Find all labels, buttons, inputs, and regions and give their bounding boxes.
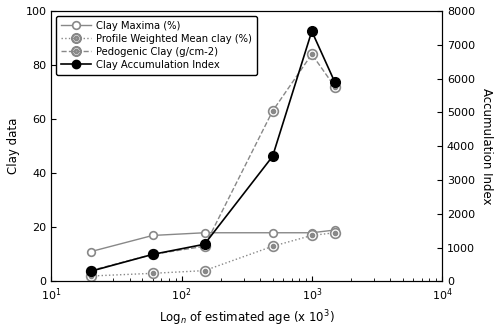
Clay Maxima (%) (88, 250, 94, 254)
Pedogenic Clay (g/cm-2) (150, 252, 156, 256)
Profile Weighted Mean clay (%) (332, 231, 338, 235)
Clay Accumulation Index (150, 252, 156, 256)
Clay Accumulation Index (270, 154, 276, 158)
Clay Accumulation Index (202, 242, 207, 246)
Profile Weighted Mean clay (%) (202, 269, 207, 273)
Line: Clay Maxima (%): Clay Maxima (%) (86, 226, 338, 256)
Clay Maxima (%) (150, 233, 156, 238)
Pedogenic Clay (g/cm-2) (309, 52, 315, 56)
Clay Accumulation Index (332, 80, 338, 84)
Clay Maxima (%) (202, 231, 207, 235)
Clay Maxima (%) (332, 228, 338, 232)
Line: Profile Weighted Mean clay (%): Profile Weighted Mean clay (%) (86, 228, 340, 281)
Pedogenic Clay (g/cm-2) (332, 85, 338, 89)
Profile Weighted Mean clay (%) (270, 244, 276, 248)
Y-axis label: Accumulation Index: Accumulation Index (480, 88, 493, 204)
Legend: Clay Maxima (%), Profile Weighted Mean clay (%), Pedogenic Clay (g/cm-2), Clay A: Clay Maxima (%), Profile Weighted Mean c… (56, 16, 257, 75)
Line: Clay Accumulation Index: Clay Accumulation Index (86, 26, 340, 276)
Pedogenic Clay (g/cm-2) (202, 244, 207, 248)
Y-axis label: Clay data: Clay data (7, 118, 20, 175)
Profile Weighted Mean clay (%) (150, 271, 156, 275)
Clay Maxima (%) (270, 231, 276, 235)
Line: Pedogenic Clay (g/cm-2): Pedogenic Clay (g/cm-2) (86, 49, 340, 275)
Profile Weighted Mean clay (%) (88, 274, 94, 278)
Clay Accumulation Index (309, 29, 315, 33)
Pedogenic Clay (g/cm-2) (88, 269, 94, 273)
Clay Accumulation Index (88, 269, 94, 273)
Pedogenic Clay (g/cm-2) (270, 109, 276, 113)
Clay Maxima (%) (309, 231, 315, 235)
X-axis label: Log$_{n}$ of estimated age (x 10$^{3}$): Log$_{n}$ of estimated age (x 10$^{3}$) (159, 309, 334, 328)
Profile Weighted Mean clay (%) (309, 233, 315, 238)
